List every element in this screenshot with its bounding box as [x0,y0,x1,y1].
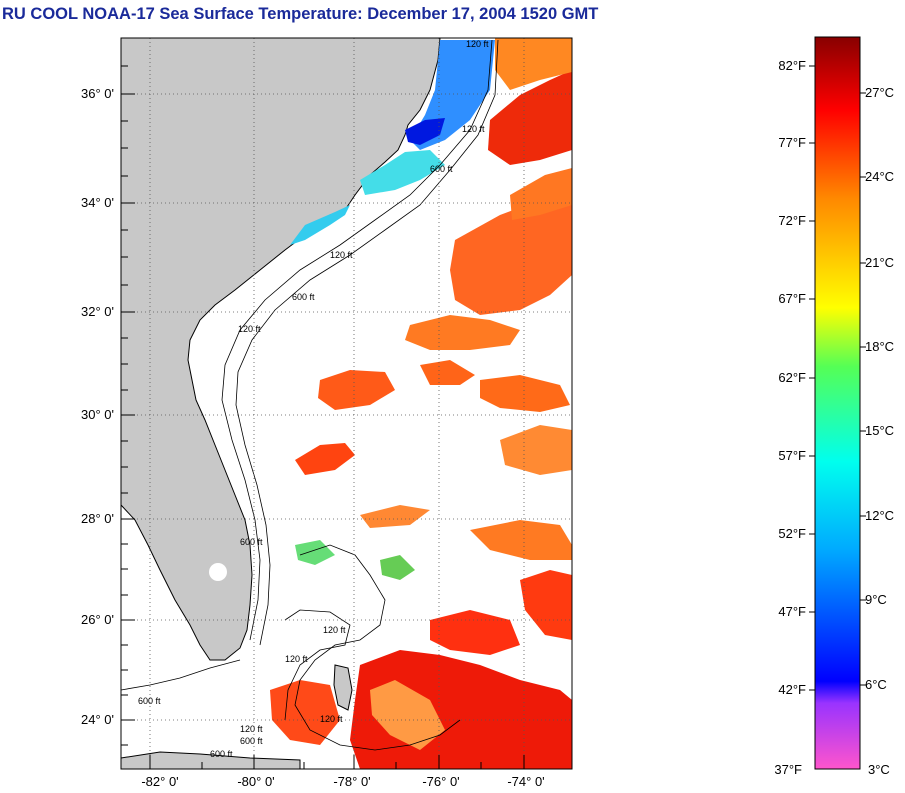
celsius-label: 24°C [865,169,895,184]
lat-label: 30° 0' [81,407,114,422]
contour-label: 600 ft [210,749,233,759]
lon-label: -80° 0' [237,774,275,789]
sst-red-south-mid [430,610,520,655]
land-cuba [121,751,301,769]
sst-orange-patch-6 [480,375,570,412]
lake-okeechobee [209,563,227,581]
contour-label: 120 ft [240,724,263,734]
celsius-label: 9°C [865,592,887,607]
sst-orange-north [495,38,572,90]
celsius-label: 21°C [865,255,895,270]
sst-orange-patch-8 [500,425,572,475]
celsius-label: 27°C [865,85,895,100]
fahrenheit-label: 57°F [778,448,806,463]
contour-bahamas-inner [284,609,351,721]
fahrenheit-label: 67°F [778,291,806,306]
lon-label: -74° 0' [507,774,545,789]
contour-120ft-shelf [221,39,493,641]
contour-bahamas-bank [294,544,461,751]
lon-label: -82° 0' [141,774,179,789]
lat-label: 24° 0' [81,712,114,727]
celsius-label: 12°C [865,508,895,523]
sst-shelf-south [290,205,350,245]
fahrenheit-label: 82°F [778,58,806,73]
celsius-label: 3°C [868,762,890,777]
contour-label: 120 ft [285,654,308,664]
page-title: RU COOL NOAA-17 Sea Surface Temperature:… [2,5,599,23]
axis-ticks [121,65,525,769]
lat-label: 34° 0' [81,195,114,210]
contour-label: 120 ft [320,714,343,724]
sst-cold-sound [405,118,445,145]
fahrenheit-label: 47°F [778,604,806,619]
contour-label: 120 ft [466,39,489,49]
sst-orange-patch-5 [420,360,475,385]
contour-label: 120 ft [323,625,346,635]
land-bahamas [333,664,353,711]
colorbar-ticks [809,65,866,691]
contour-label: 600 ft [240,736,263,746]
lat-label: 36° 0' [81,86,114,101]
colorbar [814,36,861,770]
sst-red-patch-7 [295,443,355,475]
contour-keys [121,659,241,691]
fahrenheit-label: 52°F [778,526,806,541]
fahrenheit-label: 77°F [778,135,806,150]
land-mainland [121,38,441,661]
celsius-label: 18°C [865,339,895,354]
sst-orange-patch-3 [405,315,520,350]
sst-orange-patch-4 [318,370,395,410]
contour-600ft-shelf [235,39,499,646]
sst-orange-patch-10 [360,505,430,528]
sst-orange-patch-1 [450,195,572,315]
fahrenheit-label: 37°F [774,762,802,777]
contour-label: 120 ft [330,250,353,260]
lat-label: 28° 0' [81,511,114,526]
sst-orange-patch-2 [510,168,572,220]
contour-label: 600 ft [240,537,263,547]
celsius-label: 15°C [865,423,895,438]
fahrenheit-label: 72°F [778,213,806,228]
sst-warm-gulfstream-north [488,70,572,165]
contour-label: 120 ft [462,124,485,134]
contour-label: 600 ft [430,164,453,174]
sst-orange-south [370,680,445,750]
fahrenheit-label: 42°F [778,682,806,697]
celsius-label: 6°C [865,677,887,692]
fahrenheit-label: 62°F [778,370,806,385]
sst-green-patch [380,555,415,580]
sst-red-patch-11 [520,570,572,640]
lon-label: -76° 0' [422,774,460,789]
lon-label: -78° 0' [333,774,371,789]
contour-label: 600 ft [292,292,315,302]
sst-shelf-band [360,150,445,195]
sst-orange-patch-9 [470,520,572,560]
lat-label: 32° 0' [81,304,114,319]
lat-label: 26° 0' [81,612,114,627]
contour-label: 600 ft [138,696,161,706]
contour-label: 120 ft [238,324,261,334]
